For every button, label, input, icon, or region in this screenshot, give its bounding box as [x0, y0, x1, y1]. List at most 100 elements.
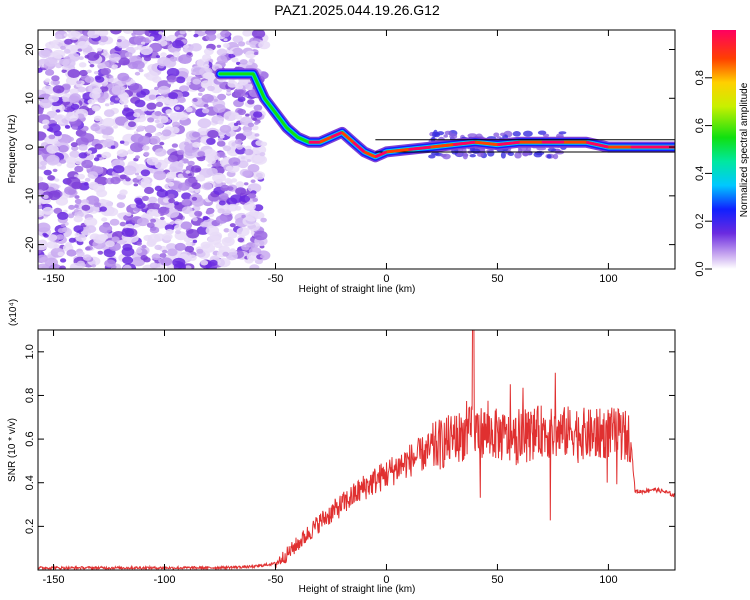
noise-blob — [167, 248, 178, 257]
noise-blob — [99, 206, 107, 212]
noise-blob — [181, 199, 191, 206]
noise-blob — [218, 200, 226, 206]
noise-blob — [155, 101, 164, 107]
noise-blob — [141, 244, 147, 249]
noise-blob — [119, 140, 125, 144]
noise-blob — [57, 228, 65, 234]
noise-blob — [225, 165, 234, 171]
noise-blob — [147, 233, 161, 243]
noise-blob — [59, 58, 70, 66]
noise-blob — [235, 84, 244, 90]
noise-blob — [184, 265, 192, 269]
noise-blob — [157, 206, 170, 216]
noise-blob — [102, 138, 115, 148]
noise-blob — [76, 113, 85, 119]
noise-blob — [152, 209, 160, 214]
noise-blob — [239, 59, 248, 65]
noise-blob — [67, 30, 82, 40]
noise-blob — [136, 217, 149, 227]
noise-blob — [47, 234, 58, 242]
noise-blob — [68, 204, 75, 210]
noise-blob — [194, 210, 203, 217]
noise-blob — [136, 241, 142, 246]
noise-blob — [247, 164, 260, 173]
noise-blob — [200, 259, 209, 266]
noise-blob — [76, 80, 82, 85]
noise-blob — [216, 140, 226, 147]
noise-blob — [187, 160, 195, 166]
noise-blob — [245, 113, 250, 117]
noise-blob — [111, 236, 120, 243]
noise-blob — [190, 43, 202, 52]
noise-blob — [85, 225, 97, 234]
noise-blob — [44, 78, 51, 83]
noise-blob — [227, 80, 238, 88]
noise-blob — [153, 170, 167, 181]
noise-blob — [143, 257, 151, 263]
noise-blob — [546, 154, 552, 159]
noise-blob — [215, 179, 222, 184]
noise-blob — [47, 175, 55, 181]
noise-blob — [122, 141, 130, 146]
noise-blob — [48, 264, 63, 269]
noise-blob — [245, 50, 257, 59]
noise-blob — [486, 149, 494, 152]
noise-blob — [169, 56, 178, 62]
noise-blob — [69, 150, 80, 159]
noise-blob — [234, 138, 243, 145]
noise-blob — [162, 249, 168, 254]
noise-blob — [260, 217, 267, 223]
noise-blob — [174, 242, 186, 251]
noise-blob — [187, 173, 192, 177]
noise-blob — [174, 224, 183, 231]
noise-blob — [169, 229, 174, 233]
noise-blob — [48, 94, 60, 103]
noise-blob — [150, 218, 157, 223]
noise-blob — [149, 262, 159, 269]
noise-blob — [154, 119, 160, 124]
ridge-core — [341, 131, 355, 144]
noise-blob — [58, 145, 69, 153]
noise-blob — [130, 142, 144, 153]
noise-blob — [260, 141, 268, 147]
noise-blob — [219, 124, 232, 134]
noise-blob — [160, 216, 165, 221]
noise-blob — [64, 38, 73, 45]
noise-blob — [223, 38, 228, 42]
noise-blob — [205, 33, 217, 41]
noise-blob — [144, 125, 157, 134]
noise-blob — [253, 154, 267, 165]
noise-blob — [71, 145, 79, 151]
noise-blob — [188, 254, 197, 261]
noise-blob — [192, 78, 201, 85]
noise-blob — [38, 239, 48, 248]
ridge-core — [386, 148, 409, 154]
noise-blob — [38, 108, 44, 114]
noise-blob — [81, 159, 94, 169]
noise-blob — [180, 221, 192, 230]
noise-blob — [157, 115, 169, 124]
noise-blob — [148, 196, 158, 204]
noise-blob — [243, 182, 249, 186]
noise-blob — [60, 223, 66, 228]
spectrogram-x-label: Height of straight line (km) — [299, 284, 416, 295]
noise-blob — [201, 182, 213, 191]
noise-blob — [124, 52, 133, 58]
noise-blob — [197, 151, 206, 157]
x-tick-label: -50 — [268, 273, 284, 285]
noise-blob — [176, 112, 189, 121]
noise-blob — [213, 98, 218, 102]
y-tick-label: 10 — [24, 92, 36, 104]
noise-blob — [53, 130, 62, 137]
noise-blob — [514, 152, 522, 159]
noise-blob — [201, 137, 208, 143]
noise-blob — [226, 197, 238, 206]
noise-blob — [217, 120, 224, 125]
noise-blob — [443, 134, 449, 138]
snr-plot-area — [38, 330, 675, 570]
noise-blob — [223, 111, 238, 121]
noise-blob — [237, 237, 245, 243]
noise-blob — [38, 210, 45, 218]
noise-blob — [179, 85, 190, 93]
noise-blob — [122, 243, 133, 251]
